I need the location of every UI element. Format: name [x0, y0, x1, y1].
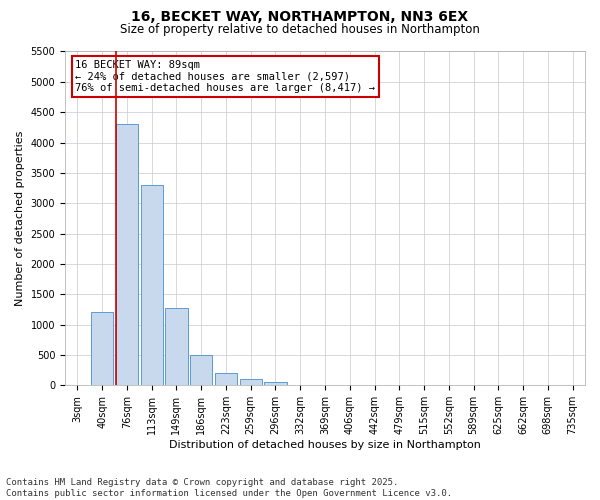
- Text: Contains HM Land Registry data © Crown copyright and database right 2025.
Contai: Contains HM Land Registry data © Crown c…: [6, 478, 452, 498]
- Bar: [140, 185, 163, 385]
- X-axis label: Distribution of detached houses by size in Northampton: Distribution of detached houses by size …: [169, 440, 481, 450]
- Text: Size of property relative to detached houses in Northampton: Size of property relative to detached ho…: [120, 22, 480, 36]
- Bar: [116, 124, 138, 385]
- Text: 16 BECKET WAY: 89sqm
← 24% of detached houses are smaller (2,597)
76% of semi-de: 16 BECKET WAY: 89sqm ← 24% of detached h…: [76, 60, 376, 93]
- Bar: [265, 382, 287, 385]
- Bar: [239, 380, 262, 385]
- Bar: [190, 355, 212, 385]
- Bar: [166, 308, 188, 385]
- Text: 16, BECKET WAY, NORTHAMPTON, NN3 6EX: 16, BECKET WAY, NORTHAMPTON, NN3 6EX: [131, 10, 469, 24]
- Bar: [91, 312, 113, 385]
- Y-axis label: Number of detached properties: Number of detached properties: [15, 130, 25, 306]
- Bar: [215, 374, 237, 385]
